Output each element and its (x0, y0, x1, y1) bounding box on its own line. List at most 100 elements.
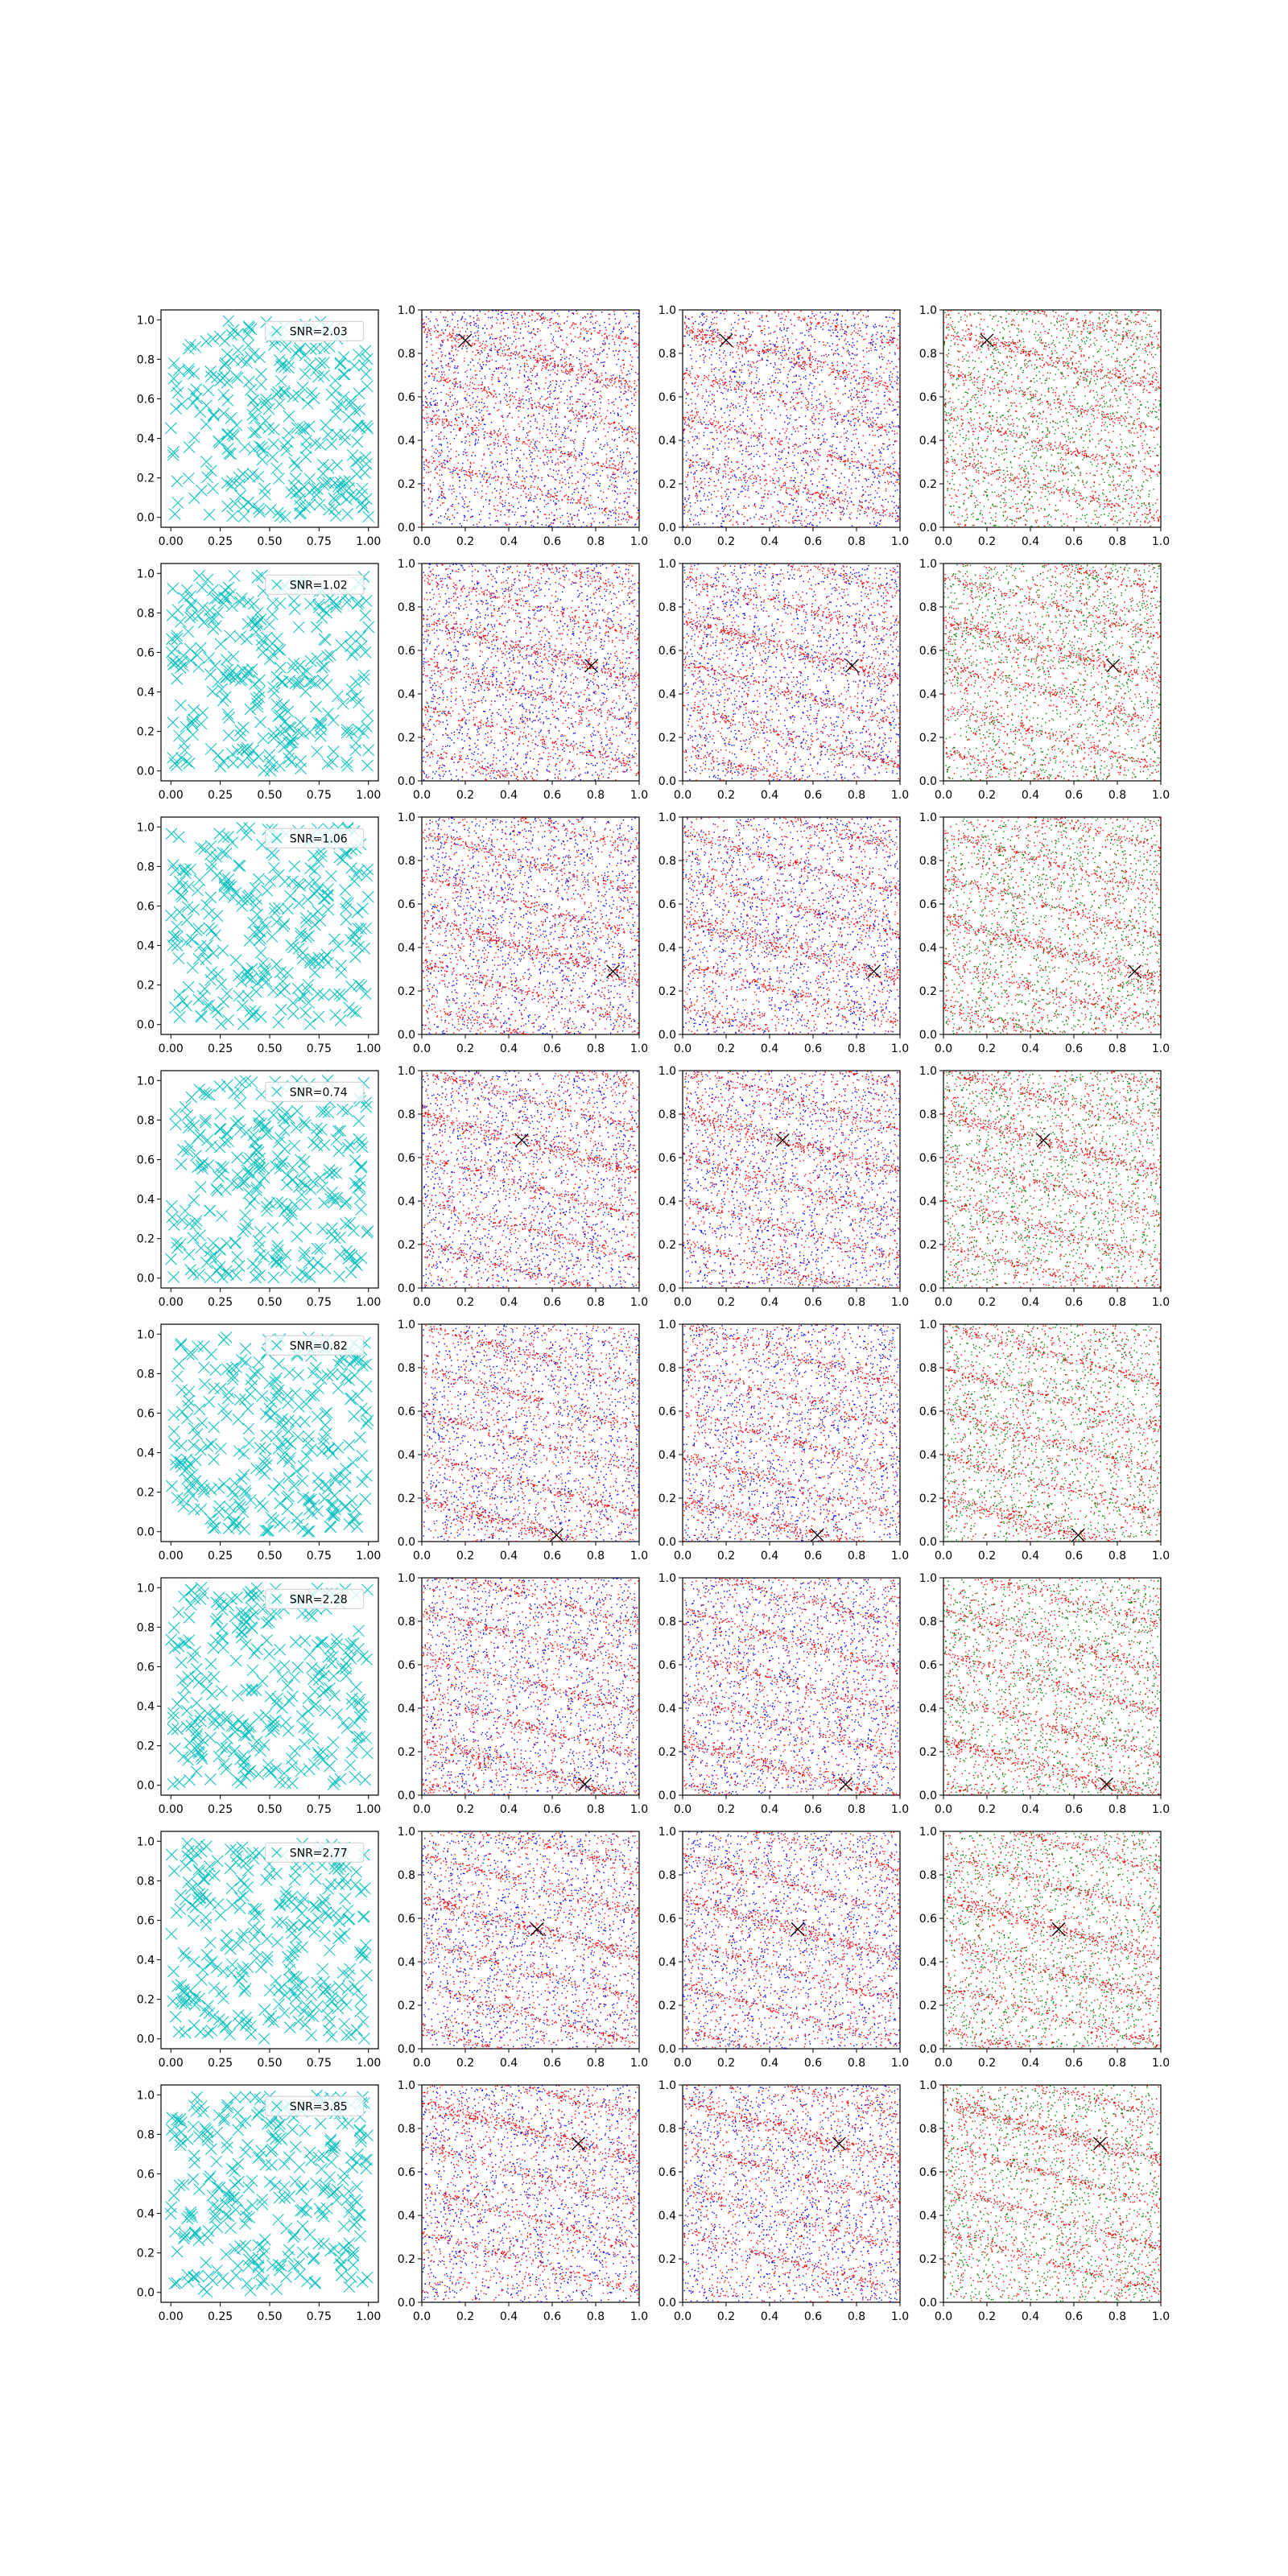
x-tick-label: 1.00 (356, 535, 381, 548)
x-marker-point (290, 1942, 301, 1953)
x-marker-point (175, 2127, 187, 2138)
x-marker-point (323, 1483, 334, 1494)
x-marker-point (185, 339, 196, 350)
x-marker-point (176, 398, 188, 410)
dot-panel: 0.0 0.2 0.4 0.6 0.8 1.00.00.20.40.60.81.0 (398, 811, 648, 1055)
x-marker-point (283, 1455, 295, 1467)
x-tick-label: 0.8 (1108, 1296, 1126, 1309)
y-tick-label: 0.4 (658, 2210, 676, 2223)
x-marker-point (192, 2270, 204, 2281)
x-tick-label: 0.8 (848, 2057, 865, 2070)
x-marker-point (287, 1162, 298, 1174)
x-marker-point (286, 757, 297, 768)
x-marker-point (297, 2205, 308, 2216)
x-marker-point (343, 2118, 354, 2129)
x-marker-point (356, 497, 367, 509)
dot-cloud (943, 1578, 1162, 1796)
x-marker-point (302, 1525, 313, 1537)
x-tick-label: 0.2 (717, 1550, 735, 1563)
x-marker-point (316, 2207, 328, 2219)
x-marker-point (309, 2277, 320, 2289)
x-marker-point (238, 511, 250, 522)
y-tick-label: 0.4 (658, 688, 676, 701)
x-marker-point (314, 1172, 325, 1183)
x-marker-point (215, 1108, 226, 1119)
x-marker-point (171, 1454, 182, 1465)
x-marker-point (219, 873, 230, 884)
y-tick-label: 0.8 (398, 1869, 415, 1882)
x-marker-point (349, 1155, 361, 1166)
x-marker-point (165, 2208, 176, 2219)
y-tick-label: 1.0 (658, 1319, 676, 1331)
true-location-marker (720, 334, 733, 347)
y-tick-label: 0.2 (398, 2000, 415, 2013)
x-tick-label: 1.0 (1152, 2310, 1170, 2323)
x-marker-point (250, 1272, 261, 1283)
x-marker-point (186, 601, 197, 612)
x-marker-point (270, 1975, 282, 1986)
x-marker-point (299, 1739, 310, 1750)
x-tick-label: 0.50 (257, 1550, 282, 1563)
y-tick-label: 0.0 (398, 775, 415, 788)
x-tick-label: 0.0 (935, 789, 952, 802)
x-tick-label: 1.0 (1152, 1296, 1170, 1309)
x-marker-point (297, 2220, 308, 2231)
x-marker-point (174, 730, 185, 741)
y-tick-label: 0.2 (658, 478, 676, 491)
x-marker-point (177, 995, 188, 1006)
y-tick-label: 1.0 (398, 811, 415, 824)
x-marker-point (357, 1476, 368, 1488)
x-marker-point (360, 2154, 371, 2165)
y-tick-label: 0.0 (658, 1790, 676, 1802)
y-tick-label: 0.4 (398, 942, 415, 955)
x-marker-point (341, 1878, 352, 1889)
y-tick-label: 0.2 (919, 732, 937, 745)
x-marker-point (285, 890, 296, 902)
y-tick-label: 0.4 (137, 687, 155, 700)
x-marker-point (283, 2191, 295, 2202)
x-marker-point (208, 1422, 220, 1433)
dot-panel: 0.0 0.2 0.4 0.6 0.8 1.00.00.20.40.60.81.0 (658, 811, 909, 1055)
x-marker-point (180, 2027, 191, 2038)
x-marker-point (325, 1642, 336, 1653)
x-marker-point (266, 2144, 278, 2155)
x-marker-point (363, 621, 374, 633)
x-marker-point (313, 2238, 324, 2249)
x-marker-point (171, 403, 182, 415)
x-marker-point (188, 368, 200, 379)
y-tick-label: 0.4 (137, 433, 155, 446)
x-marker-point (273, 1985, 284, 1996)
x-marker-point (336, 960, 347, 971)
x-marker-point (209, 1704, 221, 1715)
x-marker-point (181, 914, 192, 926)
x-marker-point (202, 472, 213, 483)
true-location-marker (832, 2137, 845, 2150)
x-tick-label: 0.8 (848, 1803, 865, 1816)
x-marker-point (287, 1690, 298, 1702)
x-marker-point (223, 1014, 234, 1026)
x-marker-point (241, 1639, 252, 1650)
x-marker-point (247, 409, 258, 420)
x-marker-point (319, 1140, 330, 1151)
x-marker-point (299, 1416, 311, 1427)
x-marker-point (303, 1861, 314, 1872)
legend: SNR=2.28 (266, 1589, 364, 1608)
x-marker-point (221, 1763, 232, 1774)
x-marker-point (273, 1358, 284, 1369)
x-marker-point (247, 468, 258, 479)
y-tick-label: 0.2 (919, 2253, 937, 2266)
x-marker-point (198, 1362, 209, 1373)
axes-frame (943, 310, 1161, 527)
y-tick-label: 0.2 (398, 2253, 415, 2266)
y-tick-label: 0.6 (398, 391, 415, 404)
x-marker-point (168, 1426, 180, 1437)
y-tick-label: 1.0 (919, 1319, 937, 1331)
y-tick-label: 1.0 (658, 1065, 676, 1078)
y-tick-label: 1.0 (398, 1065, 415, 1078)
x-marker-point (203, 2225, 214, 2236)
y-tick-label: 0.6 (658, 1152, 676, 1165)
x-marker-point (236, 1777, 247, 1789)
y-tick-label: 1.0 (398, 1572, 415, 1585)
x-marker-point (196, 1974, 207, 1985)
x-tick-label: 0.8 (587, 1042, 605, 1055)
